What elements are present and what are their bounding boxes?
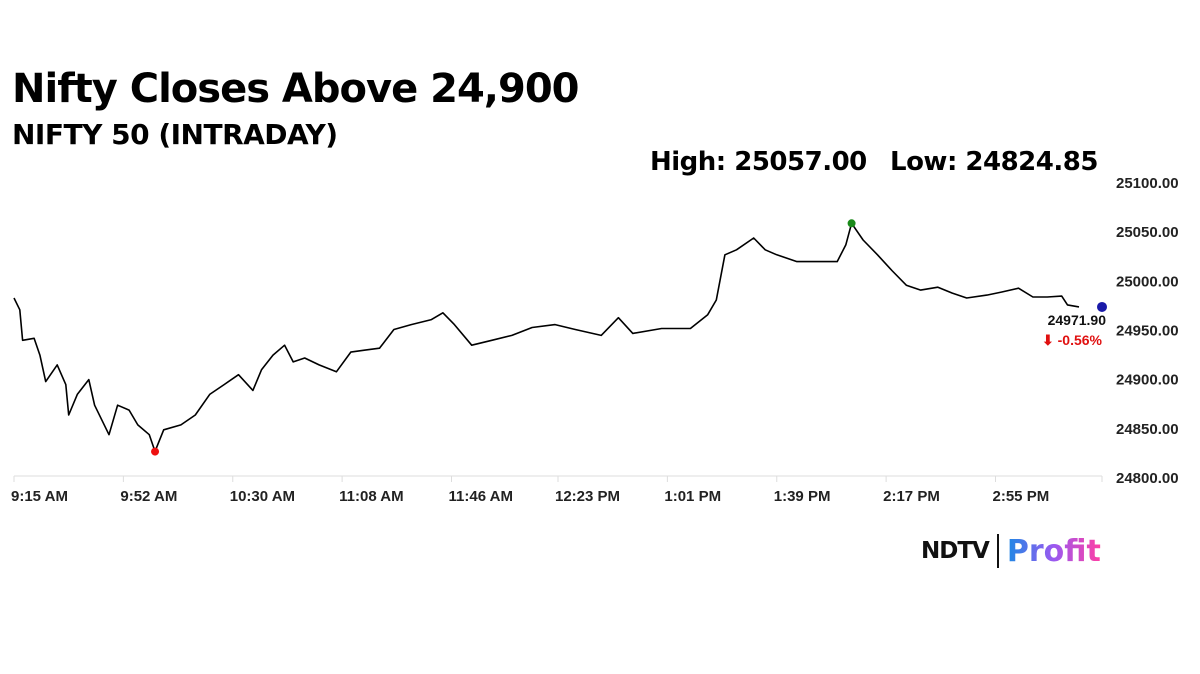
price-line (13, 222, 1080, 453)
y-tick-label: 24900.00 (1116, 372, 1179, 389)
x-tick-label: 1:01 PM (664, 488, 721, 505)
chart-title: Nifty Closes Above 24,900 (12, 66, 579, 112)
x-tick-label: 1:39 PM (774, 488, 831, 505)
change-percent-label: ⬇ -0.56% (1042, 332, 1103, 348)
y-tick-label: 25100.00 (1116, 175, 1179, 192)
y-tick-label: 25000.00 (1116, 273, 1179, 290)
x-tick-label: 12:23 PM (555, 488, 620, 505)
high-label: High: 25057.00 (650, 147, 867, 177)
x-tick-label: 9:15 AM (11, 488, 68, 505)
high-marker (847, 219, 856, 228)
close-value-label: 24971.90 (1048, 312, 1107, 328)
y-tick-label: 24800.00 (1116, 470, 1179, 487)
y-tick-label: 24950.00 (1116, 323, 1179, 340)
logo-divider (996, 534, 999, 568)
ndtv-profit-logo: NDTV Profit (921, 533, 1101, 569)
chart-subtitle: NIFTY 50 (INTRADAY) (12, 118, 338, 151)
low-label: Low: 24824.85 (890, 147, 1098, 177)
x-tick-label: 11:08 AM (339, 488, 403, 505)
y-tick-label: 25050.00 (1116, 224, 1179, 241)
logo-ndtv: NDTV (921, 538, 990, 564)
x-tick-label: 9:52 AM (120, 488, 177, 505)
x-tick-label: 2:55 PM (993, 488, 1050, 505)
x-tick-label: 10:30 AM (230, 488, 295, 505)
x-tick-label: 11:46 AM (449, 488, 513, 505)
x-tick-label: 2:17 PM (883, 488, 940, 505)
y-tick-label: 24850.00 (1116, 421, 1179, 438)
close-marker (1097, 301, 1107, 312)
logo-profit: Profit (1006, 533, 1101, 569)
low-marker (151, 447, 160, 456)
